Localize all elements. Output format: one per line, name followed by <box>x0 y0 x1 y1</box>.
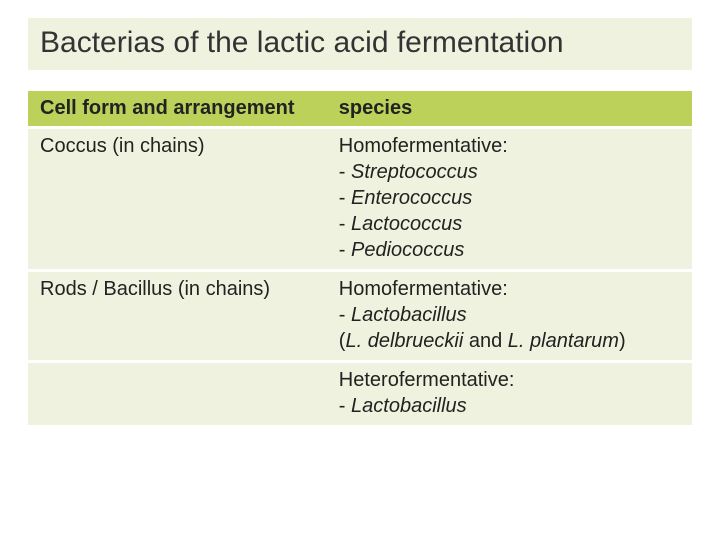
note-sp1: L. delbrueckii <box>345 330 463 352</box>
note-mid: and <box>463 330 507 352</box>
cell-form: Coccus (in chains) <box>28 129 327 269</box>
header-species: species <box>327 91 692 126</box>
table-row: Coccus (in chains) Homofermentative: - S… <box>28 129 692 269</box>
table-row: Heterofermentative: - Lactobacillus <box>28 363 692 425</box>
bacteria-table: Cell form and arrangement species Coccus… <box>28 88 692 428</box>
species-item: Lactobacillus <box>351 395 467 417</box>
cell-form: Rods / Bacillus (in chains) <box>28 272 327 360</box>
page-title: Bacterias of the lactic acid fermentatio… <box>40 24 680 62</box>
note-sp2: L. plantarum <box>508 330 619 352</box>
species-cell: Homofermentative: - Lactobacillus (L. de… <box>327 272 692 360</box>
species-item: Streptococcus <box>351 161 478 183</box>
species-cell: Homofermentative: - Streptococcus - Ente… <box>327 129 692 269</box>
cell-form <box>28 363 327 425</box>
species-item: Lactococcus <box>351 213 462 235</box>
table-header-row: Cell form and arrangement species <box>28 91 692 126</box>
header-cell-form: Cell form and arrangement <box>28 91 327 126</box>
species-item: Lactobacillus <box>351 304 467 326</box>
species-item: Pediococcus <box>351 239 464 261</box>
title-bar: Bacterias of the lactic acid fermentatio… <box>28 18 692 70</box>
species-label: Heterofermentative: <box>339 369 515 391</box>
species-label: Homofermentative: <box>339 135 508 157</box>
table-row: Rods / Bacillus (in chains) Homofermenta… <box>28 272 692 360</box>
species-label: Homofermentative: <box>339 278 508 300</box>
species-item: Enterococcus <box>351 187 472 209</box>
note-suffix: ) <box>619 330 626 352</box>
species-cell: Heterofermentative: - Lactobacillus <box>327 363 692 425</box>
